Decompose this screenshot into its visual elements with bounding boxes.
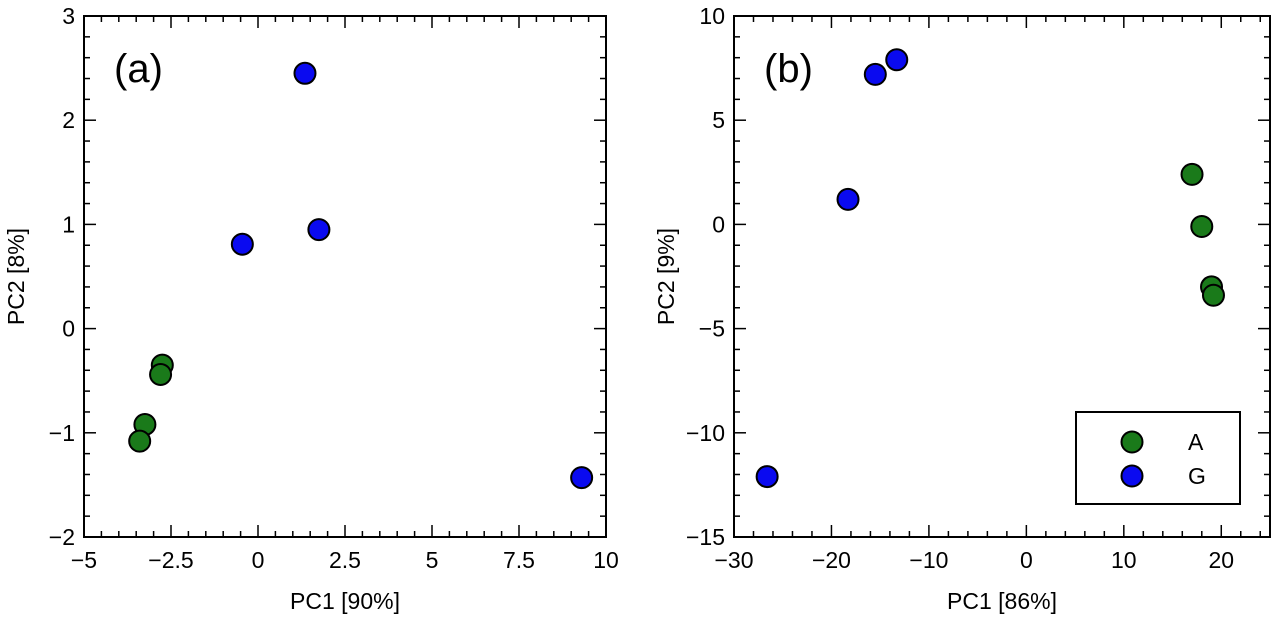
data-point-g (755, 465, 779, 489)
data-point-a (1201, 283, 1225, 307)
data-point-a (1180, 162, 1204, 186)
x-axis-title: PC1 [90%] (290, 588, 400, 614)
y-tick-label: 3 (62, 3, 75, 29)
panel-a: −5 −2.5 0 2.5 5 7.5 10 −2 −1 0 1 2 3 PC1 [90%] PC2 [8%… (3, 3, 619, 614)
y-tick-label: 0 (62, 316, 75, 342)
y-tick-label: −10 (686, 420, 725, 446)
y-axis-title: PC2 [8%] (3, 228, 29, 325)
y-tick-label: 10 (699, 3, 725, 29)
data-point-g (836, 187, 860, 211)
y-tick-label: 0 (712, 211, 725, 237)
y-tick-label: 1 (62, 211, 75, 237)
panel-label: (a) (114, 47, 163, 91)
data-point-a (1190, 214, 1214, 238)
legend-marker-a (1120, 430, 1144, 454)
x-tick-label: 2.5 (329, 547, 361, 573)
y-tick-label: −15 (686, 524, 725, 550)
legend-marker-g (1120, 464, 1144, 488)
data-point-g (293, 61, 317, 85)
legend-label-a: A (1188, 429, 1204, 455)
x-tick-label: −30 (714, 547, 753, 573)
plot-frame (83, 15, 607, 538)
x-tick-label: 20 (1208, 547, 1234, 573)
data-point-g (307, 218, 331, 242)
data-point-g (570, 466, 594, 490)
data-point-g (885, 48, 909, 72)
y-tick-label: 5 (712, 107, 725, 133)
x-tick-label: 0 (1020, 547, 1033, 573)
data-point-g (230, 232, 254, 256)
x-tick-label: −2.5 (148, 547, 193, 573)
y-axis-title: PC2 [9%] (653, 228, 679, 325)
data-point-g (863, 62, 887, 86)
y-tick-label: −2 (49, 524, 75, 550)
x-tick-label: −10 (909, 547, 948, 573)
x-tick-label: 0 (252, 547, 265, 573)
x-axis-title: PC1 [86%] (947, 588, 1057, 614)
panel-b: −30 −20 −10 0 10 20 −15 −10 −5 0 5 10 PC1 [86%] PC2 [… (653, 3, 1271, 614)
x-tick-label: 10 (593, 547, 619, 573)
panel-label: (b) (764, 47, 813, 91)
plot-frame (733, 15, 1271, 538)
legend-box (1075, 411, 1241, 505)
y-tick-label: −5 (699, 316, 725, 342)
y-tick-label: −1 (49, 420, 75, 446)
x-tick-label: −5 (71, 547, 97, 573)
data-point-a (149, 362, 173, 386)
data-point-a (128, 429, 152, 453)
x-tick-label: 10 (1111, 547, 1137, 573)
x-tick-label: −20 (812, 547, 851, 573)
legend-label-g: G (1188, 463, 1206, 489)
x-tick-label: 5 (426, 547, 439, 573)
x-tick-label: 7.5 (503, 547, 535, 573)
legend: A G (1075, 411, 1241, 505)
y-tick-label: 2 (62, 107, 75, 133)
